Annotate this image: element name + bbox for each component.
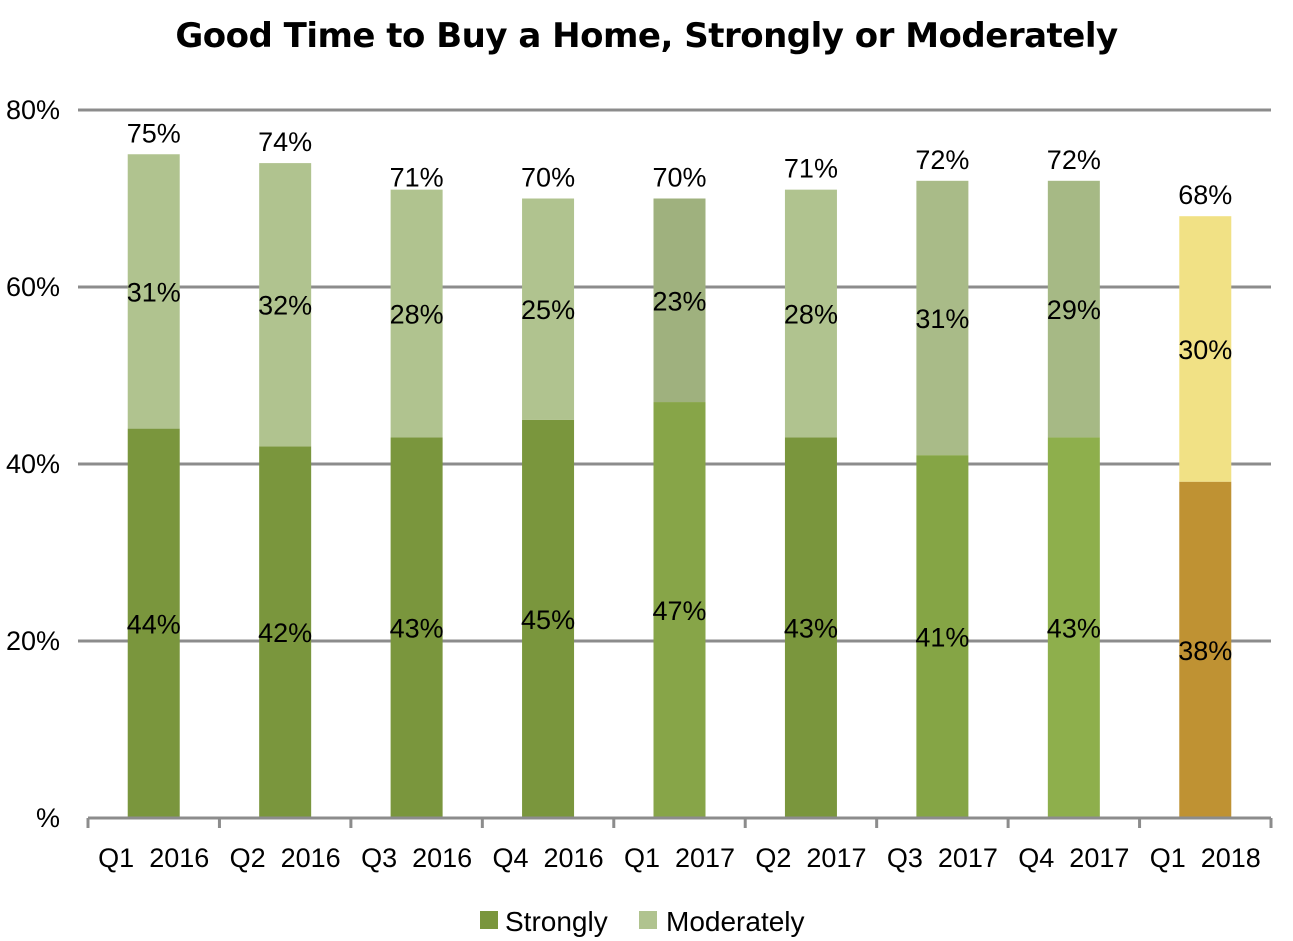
data-label-strongly: 42% <box>258 618 312 648</box>
data-label-moderately: 31% <box>915 304 969 334</box>
y-tick-label: 20% <box>6 626 60 656</box>
bar-moderately-4 <box>522 198 575 420</box>
x-tick-label: Q1 2017 <box>624 843 735 873</box>
x-tick-label: Q3 2017 <box>887 843 998 873</box>
total-label: 71% <box>784 154 838 184</box>
y-tick-label: 80% <box>6 95 60 125</box>
data-label-moderately: 28% <box>390 300 444 330</box>
y-axis-ticks: % 20% 40% 60% 80% <box>6 95 60 833</box>
total-label: 70% <box>652 163 706 193</box>
bar-moderately-2 <box>259 163 312 447</box>
x-tick-label: Q4 2017 <box>1018 843 1129 873</box>
data-label-moderately: 28% <box>784 300 838 330</box>
y-tick-label: % <box>36 803 60 833</box>
bar-moderately-8 <box>1047 180 1100 438</box>
bar-strongly-7 <box>916 455 969 818</box>
bar-moderately-3 <box>390 189 443 438</box>
x-tick-label: Q2 2016 <box>230 843 341 873</box>
chart-title: Good Time to Buy a Home, Strongly or Mod… <box>175 16 1118 56</box>
x-tick-label: Q3 2016 <box>361 843 472 873</box>
bar-strongly-6 <box>784 437 837 818</box>
bar-moderately-5 <box>653 198 706 403</box>
y-tick-label: 60% <box>6 272 60 302</box>
y-tick-label: 40% <box>6 449 60 479</box>
x-tick-label: Q1 2016 <box>98 843 209 873</box>
bar-strongly-2 <box>259 446 312 818</box>
x-axis <box>86 816 1273 828</box>
total-label: 70% <box>521 163 575 193</box>
legend: Strongly Moderately <box>480 906 805 937</box>
x-tick-label: Q4 2016 <box>493 843 604 873</box>
x-axis-ticks: Q1 2016 Q2 2016 Q3 2016 Q4 2016 Q1 2017 Q2 20… <box>98 843 1261 873</box>
data-label-moderately: 31% <box>127 277 181 307</box>
x-tick-label: Q2 2017 <box>755 843 866 873</box>
bar-strongly-9 <box>1179 481 1232 818</box>
data-label-strongly: 45% <box>521 605 575 635</box>
x-tick-label: Q1 2018 <box>1150 843 1261 873</box>
total-label: 72% <box>1047 145 1101 175</box>
data-label-moderately: 23% <box>652 286 706 316</box>
bar-strongly-4 <box>522 419 575 818</box>
total-label: 68% <box>1178 180 1232 210</box>
data-label-strongly: 44% <box>127 609 181 639</box>
data-label-moderately: 30% <box>1178 335 1232 365</box>
bar-moderately-7 <box>916 180 969 456</box>
legend-swatch-strongly <box>480 911 498 929</box>
data-label-strongly: 41% <box>915 623 969 653</box>
legend-label-moderately: Moderately <box>666 906 805 937</box>
bars <box>127 154 1232 818</box>
bar-strongly-3 <box>390 437 443 818</box>
bar-strongly-5 <box>653 402 706 818</box>
total-label: 74% <box>258 127 312 157</box>
data-labels: 44% 31% 75% 42% 32% 74% 43% 28% 71% 45% 25% 70% 47% 2… <box>127 118 1233 666</box>
data-label-strongly: 43% <box>1047 614 1101 644</box>
data-label-strongly: 43% <box>390 614 444 644</box>
data-label-strongly: 43% <box>784 614 838 644</box>
legend-swatch-moderately <box>639 911 657 929</box>
bar-moderately-9 <box>1179 216 1232 482</box>
total-label: 72% <box>915 145 969 175</box>
bar-strongly-1 <box>127 428 180 818</box>
bar-moderately-1 <box>127 154 180 429</box>
data-label-moderately: 29% <box>1047 295 1101 325</box>
total-label: 75% <box>127 118 181 148</box>
bar-strongly-8 <box>1047 437 1100 818</box>
data-label-moderately: 25% <box>521 295 575 325</box>
total-label: 71% <box>390 163 444 193</box>
bar-moderately-6 <box>784 189 837 438</box>
data-label-strongly: 38% <box>1178 636 1232 666</box>
legend-label-strongly: Strongly <box>505 906 608 937</box>
data-label-moderately: 32% <box>258 291 312 321</box>
data-label-strongly: 47% <box>652 596 706 626</box>
